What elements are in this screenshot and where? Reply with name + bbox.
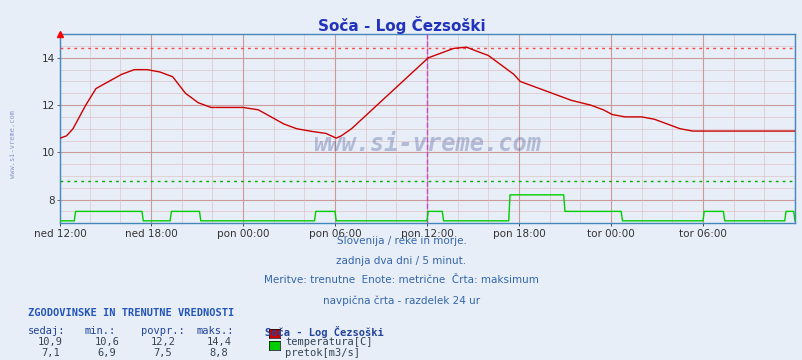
Text: Soča - Log Čezsoški: Soča - Log Čezsoški	[265, 326, 383, 338]
Text: 10,6: 10,6	[94, 337, 119, 347]
Text: www.si-vreme.com: www.si-vreme.com	[10, 110, 15, 178]
Text: Slovenija / reke in morje.: Slovenija / reke in morje.	[336, 236, 466, 246]
Text: maks.:: maks.:	[196, 326, 234, 336]
Text: 7,5: 7,5	[153, 348, 172, 359]
Text: www.si-vreme.com: www.si-vreme.com	[314, 132, 541, 156]
Text: zadnja dva dni / 5 minut.: zadnja dva dni / 5 minut.	[336, 256, 466, 266]
Text: Meritve: trenutne  Enote: metrične  Črta: maksimum: Meritve: trenutne Enote: metrične Črta: …	[264, 275, 538, 285]
Text: min.:: min.:	[84, 326, 115, 336]
Text: 7,1: 7,1	[41, 348, 60, 359]
Text: 6,9: 6,9	[97, 348, 116, 359]
Text: povpr.:: povpr.:	[140, 326, 184, 336]
Text: Soča - Log Čezsoški: Soča - Log Čezsoški	[318, 16, 484, 34]
Text: navpična črta - razdelek 24 ur: navpična črta - razdelek 24 ur	[322, 295, 480, 306]
Text: 10,9: 10,9	[38, 337, 63, 347]
Text: temperatura[C]: temperatura[C]	[285, 337, 372, 347]
Text: 14,4: 14,4	[206, 337, 232, 347]
Text: sedaj:: sedaj:	[28, 326, 66, 336]
Text: ZGODOVINSKE IN TRENUTNE VREDNOSTI: ZGODOVINSKE IN TRENUTNE VREDNOSTI	[28, 308, 234, 318]
Text: 8,8: 8,8	[209, 348, 229, 359]
Text: pretok[m3/s]: pretok[m3/s]	[285, 348, 359, 359]
Text: 12,2: 12,2	[150, 337, 176, 347]
